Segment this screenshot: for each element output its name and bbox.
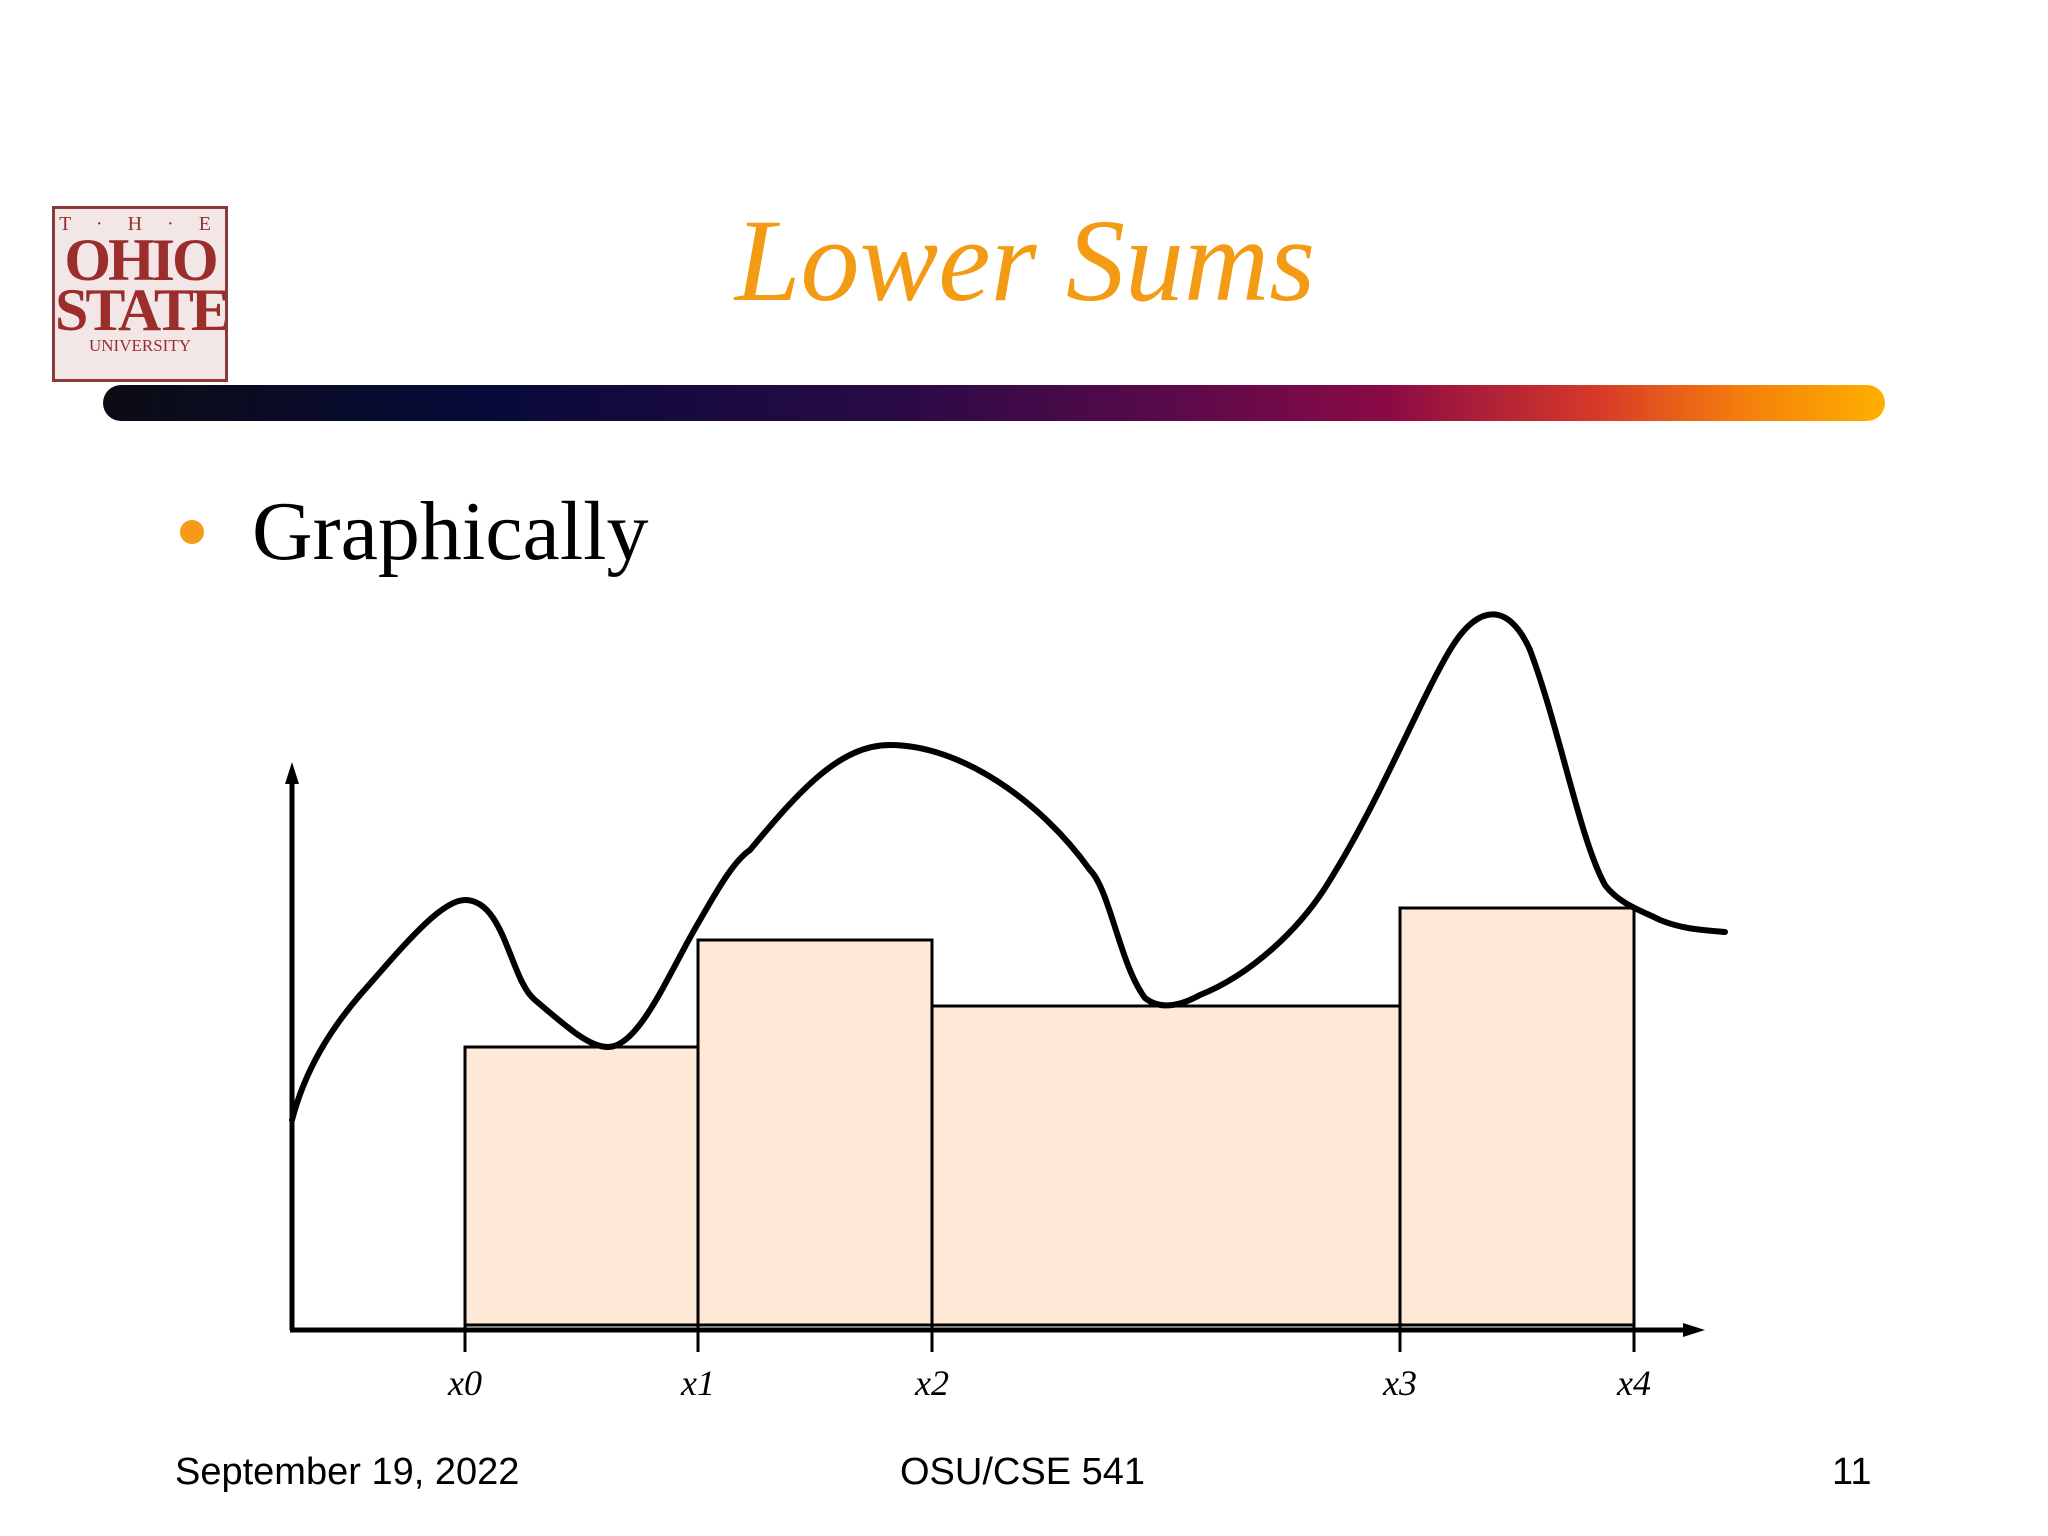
lower-sum-rect-3 — [930, 1004, 1402, 1327]
lower-sum-rect-2 — [696, 938, 934, 1327]
function-curve — [289, 611, 1728, 1123]
title-gradient-rule — [103, 385, 1885, 421]
footer-page-number: 11 — [1832, 1451, 1872, 1493]
x-axis-arrow-icon — [1683, 1323, 1705, 1337]
logo-line-ohio: OHIO — [64, 227, 218, 293]
footer-date: September 19, 2022 — [175, 1451, 520, 1493]
lower-sum-rect-4 — [1398, 906, 1636, 1327]
tick-label-x2: x2 — [914, 1363, 949, 1403]
slide-title: Lower Sums — [734, 195, 1316, 326]
tick-label-x1: x1 — [680, 1363, 715, 1403]
tick-label-x3: x3 — [1382, 1363, 1417, 1403]
logo-line-university: UNIVERSITY — [89, 336, 191, 355]
logo-line-the: T · H · E — [59, 213, 221, 235]
logo-line-state: STATE — [55, 277, 228, 343]
tick-label-x4: x4 — [1616, 1363, 1651, 1403]
tick-label-x0: x0 — [447, 1363, 482, 1403]
ohio-state-logo: T · H · E OHIO STATE UNIVERSITY — [52, 206, 228, 382]
y-axis-arrow-icon — [285, 762, 299, 784]
bullet-dot-icon — [180, 520, 204, 544]
lower-sum-rect-1 — [463, 1045, 700, 1327]
footer-course: OSU/CSE 541 — [900, 1451, 1145, 1493]
bullet-text: Graphically — [252, 485, 649, 578]
